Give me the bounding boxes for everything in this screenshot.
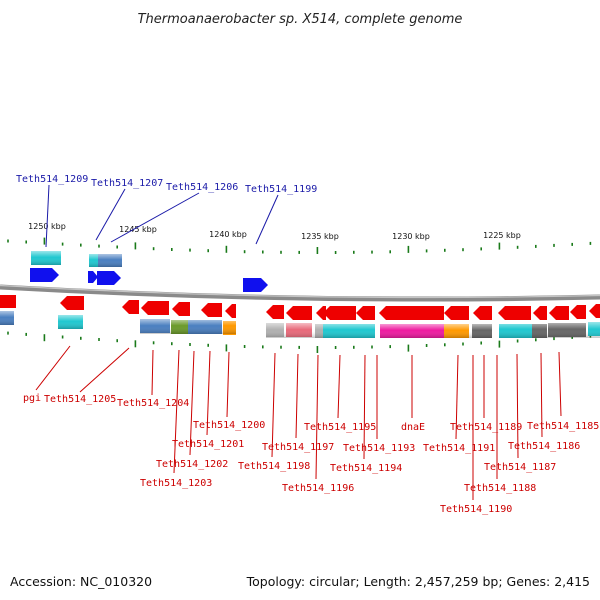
gene-label[interactable]: Teth514_1194	[330, 463, 402, 474]
gene-label[interactable]: Teth514_1204	[117, 398, 189, 409]
label-leader-line	[45, 184, 50, 248]
gene-label[interactable]: Teth514_1203	[140, 478, 212, 489]
gene-arrow-reverse[interactable]	[589, 304, 600, 318]
gene-arrow-reverse[interactable]	[444, 306, 469, 320]
bottom-gene-labels: pgi Teth514_1205 Teth514_1204 Teth514_12…	[23, 345, 599, 515]
label-leader-line	[516, 353, 519, 459]
label-leader-line	[226, 351, 230, 418]
topology-text: Topology: circular; Length: 2,457,259 bp…	[246, 574, 590, 589]
gene-label[interactable]: Teth514_1189	[450, 422, 522, 433]
gene-arrow-reverse[interactable]	[379, 306, 444, 320]
gene-label[interactable]: Teth514_1195	[304, 422, 376, 433]
gene-label[interactable]: Teth514_1190	[440, 504, 512, 515]
gene-label[interactable]: Teth514_1193	[343, 443, 415, 454]
genome-title: Thermoanaerobacter sp. X514, complete ge…	[138, 12, 463, 27]
gene-arrow-reverse[interactable]	[201, 303, 222, 317]
gene-label[interactable]: Teth514_1200	[193, 420, 265, 431]
gene-label[interactable]: Teth514_1197	[262, 442, 334, 453]
gene-label[interactable]: Teth514_1201	[172, 439, 244, 450]
label-leader-line	[110, 192, 200, 243]
gene-arrow-forward[interactable]	[243, 278, 268, 292]
label-leader-line	[255, 194, 279, 245]
gene-label[interactable]: Teth514_1185	[527, 421, 599, 432]
gene-label[interactable]: Teth514_1191	[423, 443, 495, 454]
label-leader-line	[206, 350, 211, 436]
gene-arrow-forward[interactable]	[88, 271, 98, 283]
scale-label: 1235 kbp	[301, 232, 339, 241]
gene-label[interactable]: Teth514_1205	[44, 394, 116, 405]
gene-label[interactable]: Teth514_1206	[166, 182, 238, 193]
label-leader-line	[79, 347, 130, 393]
gene-arrow-reverse[interactable]	[172, 302, 190, 316]
reverse-category-boxes	[0, 311, 600, 338]
gene-arrow-reverse[interactable]	[0, 295, 16, 308]
forward-strand-genes	[30, 268, 268, 292]
label-leader-line	[271, 352, 276, 458]
reverse-strand-genes	[0, 295, 600, 320]
scale-labels: 1250 kbp 1245 kbp 1240 kbp 1235 kbp 1230…	[28, 222, 521, 241]
gene-arrow-reverse[interactable]	[60, 296, 84, 310]
gene-arrow-reverse[interactable]	[498, 306, 531, 320]
gene-arrow-reverse[interactable]	[286, 306, 312, 320]
gene-label[interactable]: Teth514_1187	[484, 462, 556, 473]
gene-label[interactable]: Teth514_1196	[282, 483, 354, 494]
gene-arrow-reverse[interactable]	[549, 306, 569, 320]
gene-label[interactable]: Teth514_1207	[91, 178, 163, 189]
gene-label[interactable]: pgi	[23, 393, 41, 404]
label-leader-line	[337, 354, 341, 419]
gene-label[interactable]: dnaE	[401, 422, 425, 433]
gene-arrow-reverse[interactable]	[141, 301, 169, 315]
gene-arrow-forward[interactable]	[30, 268, 59, 282]
scale-label: 1225 kbp	[483, 231, 521, 240]
label-leader-line	[173, 349, 180, 474]
gene-arrow-reverse[interactable]	[122, 300, 139, 314]
label-leader-line	[315, 354, 319, 480]
gene-label[interactable]: Teth514_1186	[508, 441, 580, 452]
gene-arrow-reverse[interactable]	[316, 306, 326, 320]
gene-arrow-reverse[interactable]	[473, 306, 492, 320]
forward-category-boxes	[31, 251, 122, 267]
gene-label[interactable]: Teth514_1199	[245, 184, 317, 195]
gene-label[interactable]: Teth514_1188	[464, 483, 536, 494]
gene-label[interactable]: Teth514_1202	[156, 459, 228, 470]
gene-arrow-reverse[interactable]	[323, 306, 356, 320]
genome-backbone-highlight	[0, 284, 600, 299]
label-leader-line	[295, 353, 299, 439]
gene-arrow-reverse[interactable]	[533, 306, 547, 320]
gene-label[interactable]: Teth514_1198	[238, 461, 310, 472]
top-gene-labels: Teth514_1209 Teth514_1207 Teth514_1206 T…	[16, 174, 317, 248]
label-leader-line	[558, 351, 562, 417]
scale-label: 1240 kbp	[209, 230, 247, 239]
gene-arrow-reverse[interactable]	[225, 304, 236, 318]
accession-text: Accession: NC_010320	[10, 574, 152, 589]
label-leader-line	[189, 350, 195, 456]
label-leader-line	[95, 188, 126, 241]
scale-label: 1245 kbp	[119, 225, 157, 234]
gene-arrow-forward[interactable]	[97, 271, 121, 285]
scale-ticks-top	[7, 237, 592, 254]
label-leader-line	[151, 349, 154, 396]
label-leader-line	[455, 354, 459, 440]
gene-label[interactable]: Teth514_1209	[16, 174, 88, 185]
genome-backbone	[0, 284, 600, 302]
gene-arrow-reverse[interactable]	[570, 305, 586, 319]
label-leader-line	[35, 345, 71, 391]
scale-ticks-bottom	[7, 331, 592, 353]
scale-label: 1230 kbp	[392, 232, 430, 241]
gene-arrow-reverse[interactable]	[356, 306, 375, 320]
label-leader-line	[363, 354, 366, 460]
gene-arrow-reverse[interactable]	[266, 305, 284, 319]
label-leader-line	[540, 352, 543, 438]
